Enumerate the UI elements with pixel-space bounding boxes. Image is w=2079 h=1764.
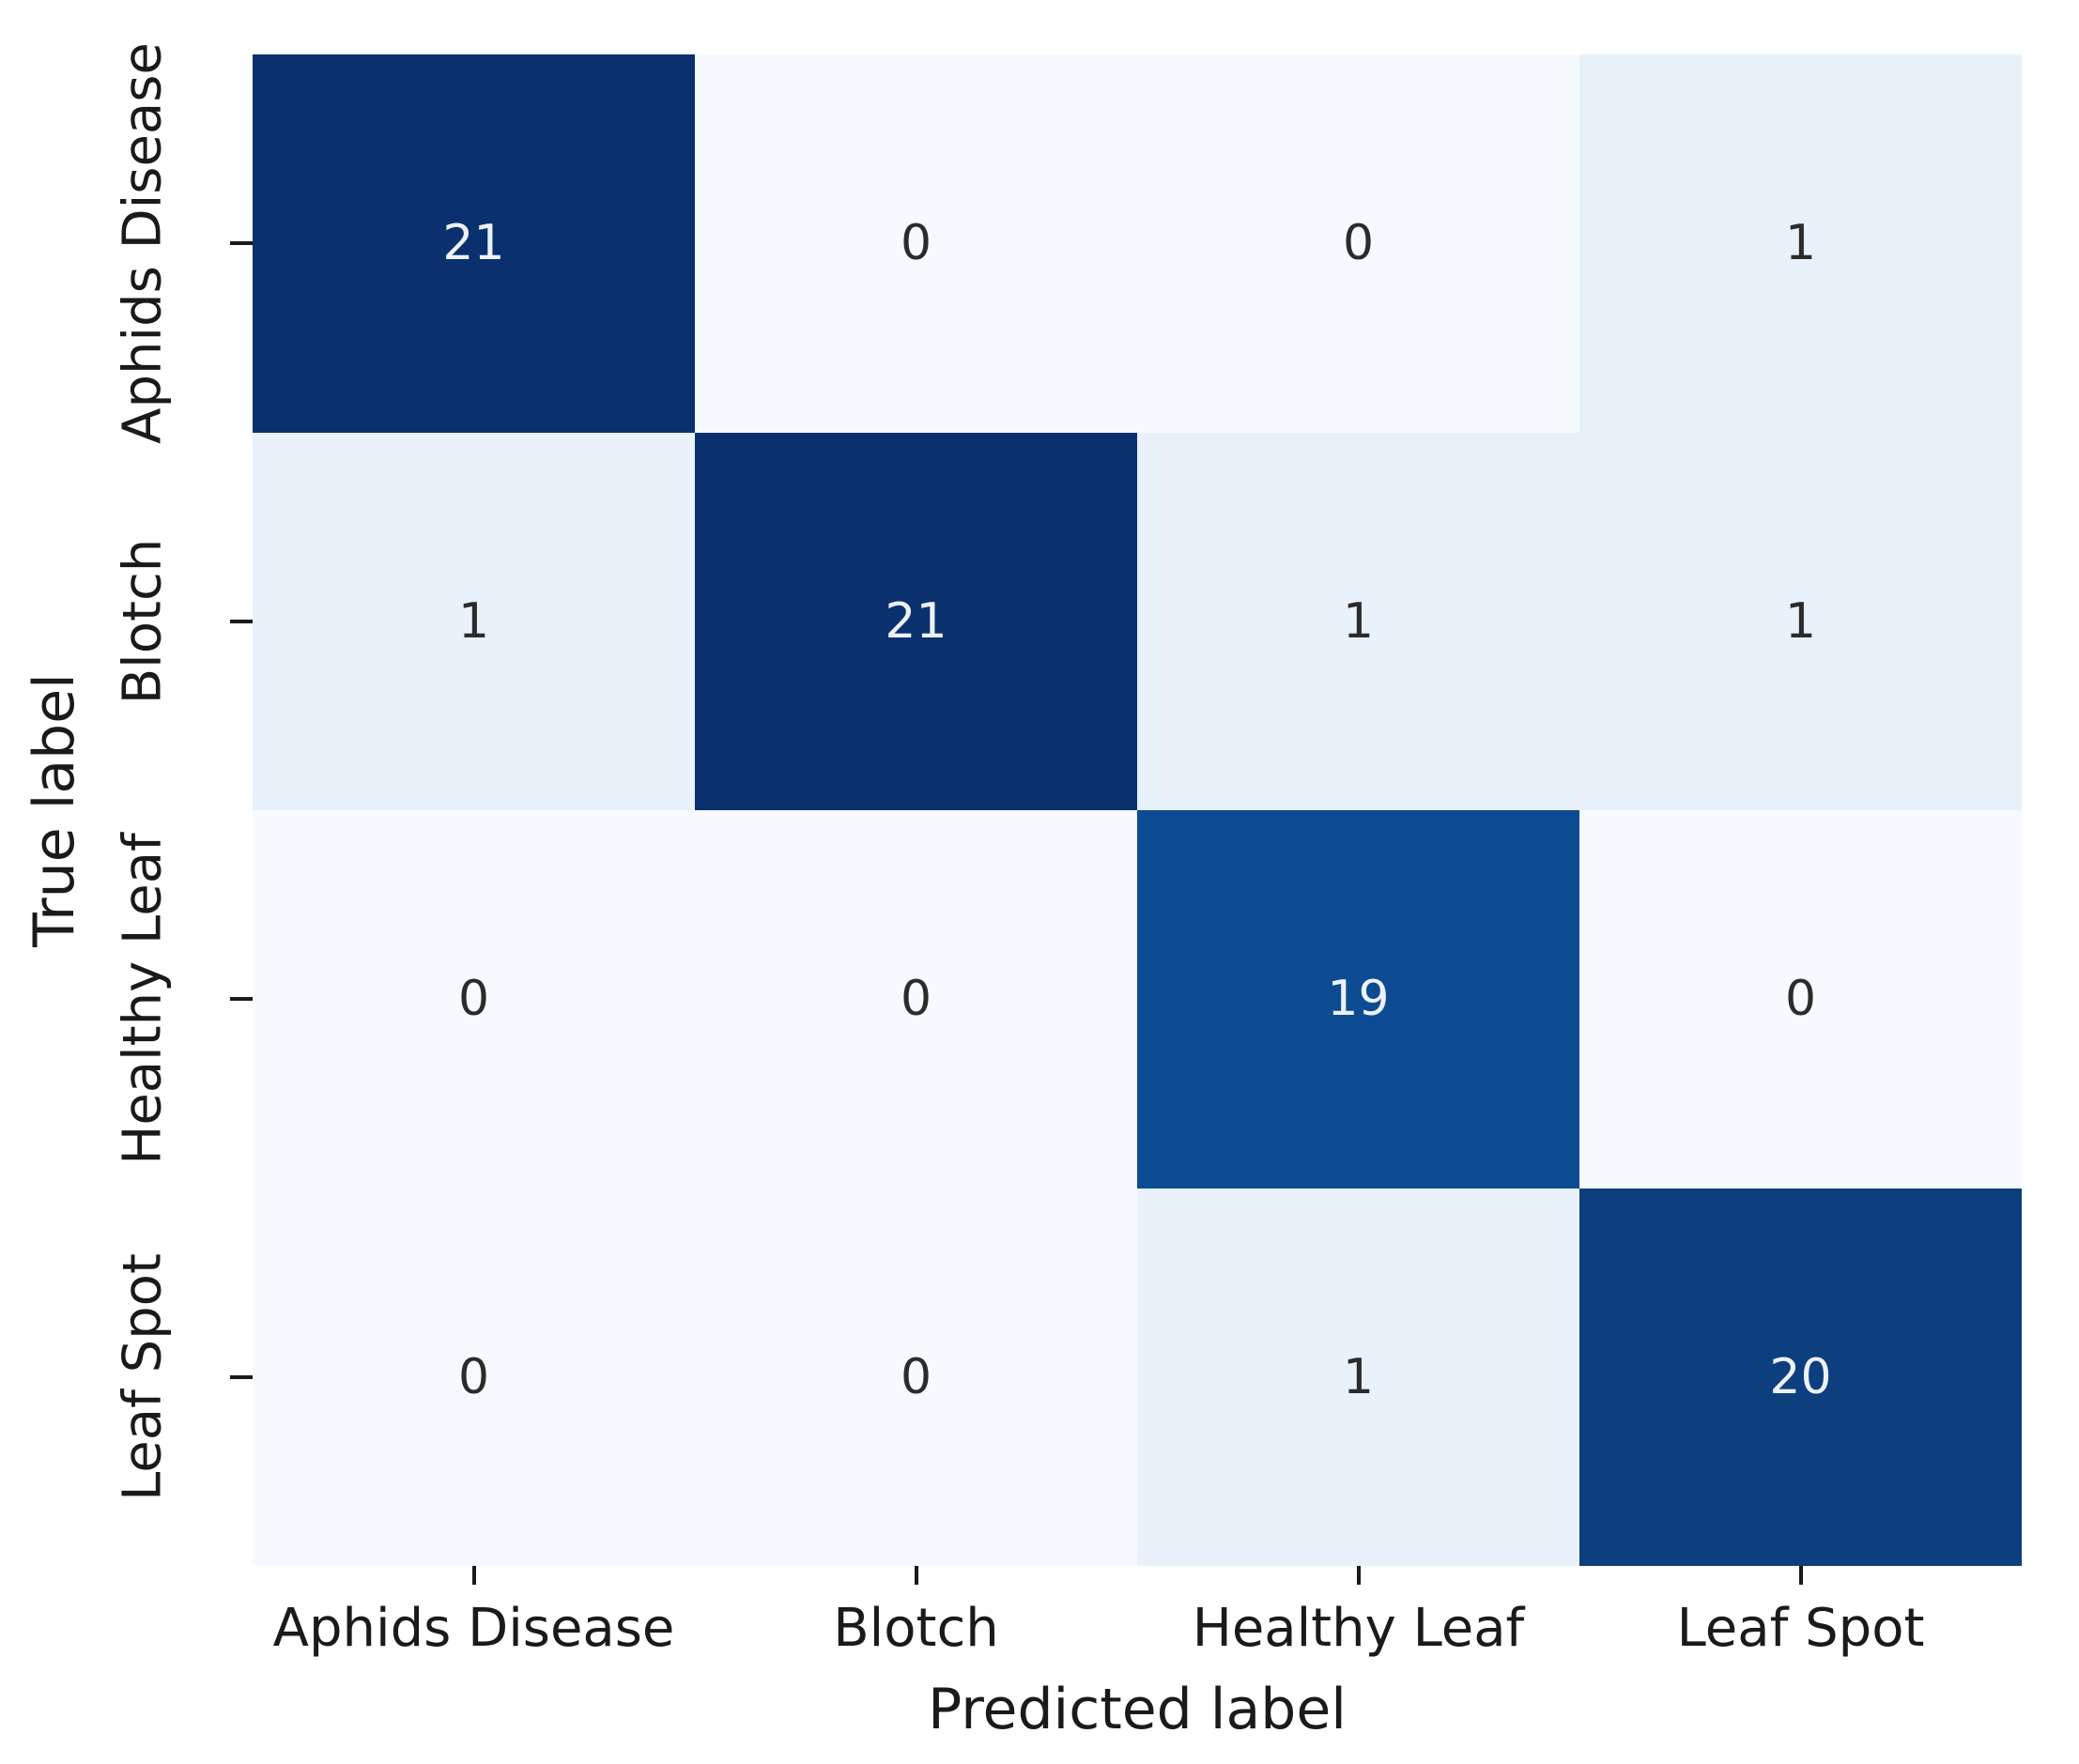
heatmap-cell-blotch-blotch: 21 xyxy=(695,432,1137,810)
heatmap-grid: 21 0 0 1 1 21 1 1 0 0 19 0 0 0 1 20 xyxy=(253,54,2022,1566)
heatmap-cell-blotch-leaf-spot: 1 xyxy=(1579,432,2022,810)
y-axis-title: True label xyxy=(22,673,87,947)
heatmap-cell-healthy-leaf-blotch: 0 xyxy=(695,810,1137,1189)
heatmap-cell-leaf-spot-blotch: 0 xyxy=(695,1188,1137,1566)
heatmap-cell-aphids-disease-healthy-leaf: 0 xyxy=(1137,54,1579,433)
heatmap-cell-leaf-spot-leaf-spot: 20 xyxy=(1579,1188,2022,1566)
heatmap-cell-aphids-disease-leaf-spot: 1 xyxy=(1579,54,2022,433)
heatmap-cell-healthy-leaf-aphids-disease: 0 xyxy=(253,810,695,1189)
y-tick-label-blotch: Blotch xyxy=(112,538,174,704)
x-axis-title: Predicted label xyxy=(928,1677,1347,1742)
y-tick-mark-leaf-spot xyxy=(230,1374,253,1379)
heatmap-cell-blotch-aphids-disease: 1 xyxy=(253,432,695,810)
y-tick-mark-healthy-leaf xyxy=(230,997,253,1002)
heatmap-cell-leaf-spot-healthy-leaf: 1 xyxy=(1137,1188,1579,1566)
y-tick-mark-aphids-disease xyxy=(230,241,253,246)
x-tick-label-aphids-disease: Aphids Disease xyxy=(272,1598,675,1659)
x-tick-mark-healthy-leaf xyxy=(1356,1566,1361,1585)
y-tick-label-leaf-spot: Leaf Spot xyxy=(112,1252,174,1501)
heatmap-cell-aphids-disease-aphids-disease: 21 xyxy=(253,54,695,433)
heatmap-cell-blotch-healthy-leaf: 1 xyxy=(1137,432,1579,810)
x-tick-label-leaf-spot: Leaf Spot xyxy=(1676,1598,1925,1659)
x-tick-mark-aphids-disease xyxy=(471,1566,476,1585)
y-tick-mark-blotch xyxy=(230,619,253,623)
y-tick-label-healthy-leaf: Healthy Leaf xyxy=(112,833,174,1166)
heatmap-cell-aphids-disease-blotch: 0 xyxy=(695,54,1137,433)
x-tick-mark-blotch xyxy=(914,1566,918,1585)
x-tick-label-healthy-leaf: Healthy Leaf xyxy=(1192,1598,1525,1659)
x-tick-label-blotch: Blotch xyxy=(833,1598,999,1659)
heatmap-cell-healthy-leaf-leaf-spot: 0 xyxy=(1579,810,2022,1189)
heatmap-cell-leaf-spot-aphids-disease: 0 xyxy=(253,1188,695,1566)
x-tick-mark-leaf-spot xyxy=(1798,1566,1803,1585)
y-tick-label-aphids-disease: Aphids Disease xyxy=(112,42,174,445)
heatmap-cell-healthy-leaf-healthy-leaf: 19 xyxy=(1137,810,1579,1189)
